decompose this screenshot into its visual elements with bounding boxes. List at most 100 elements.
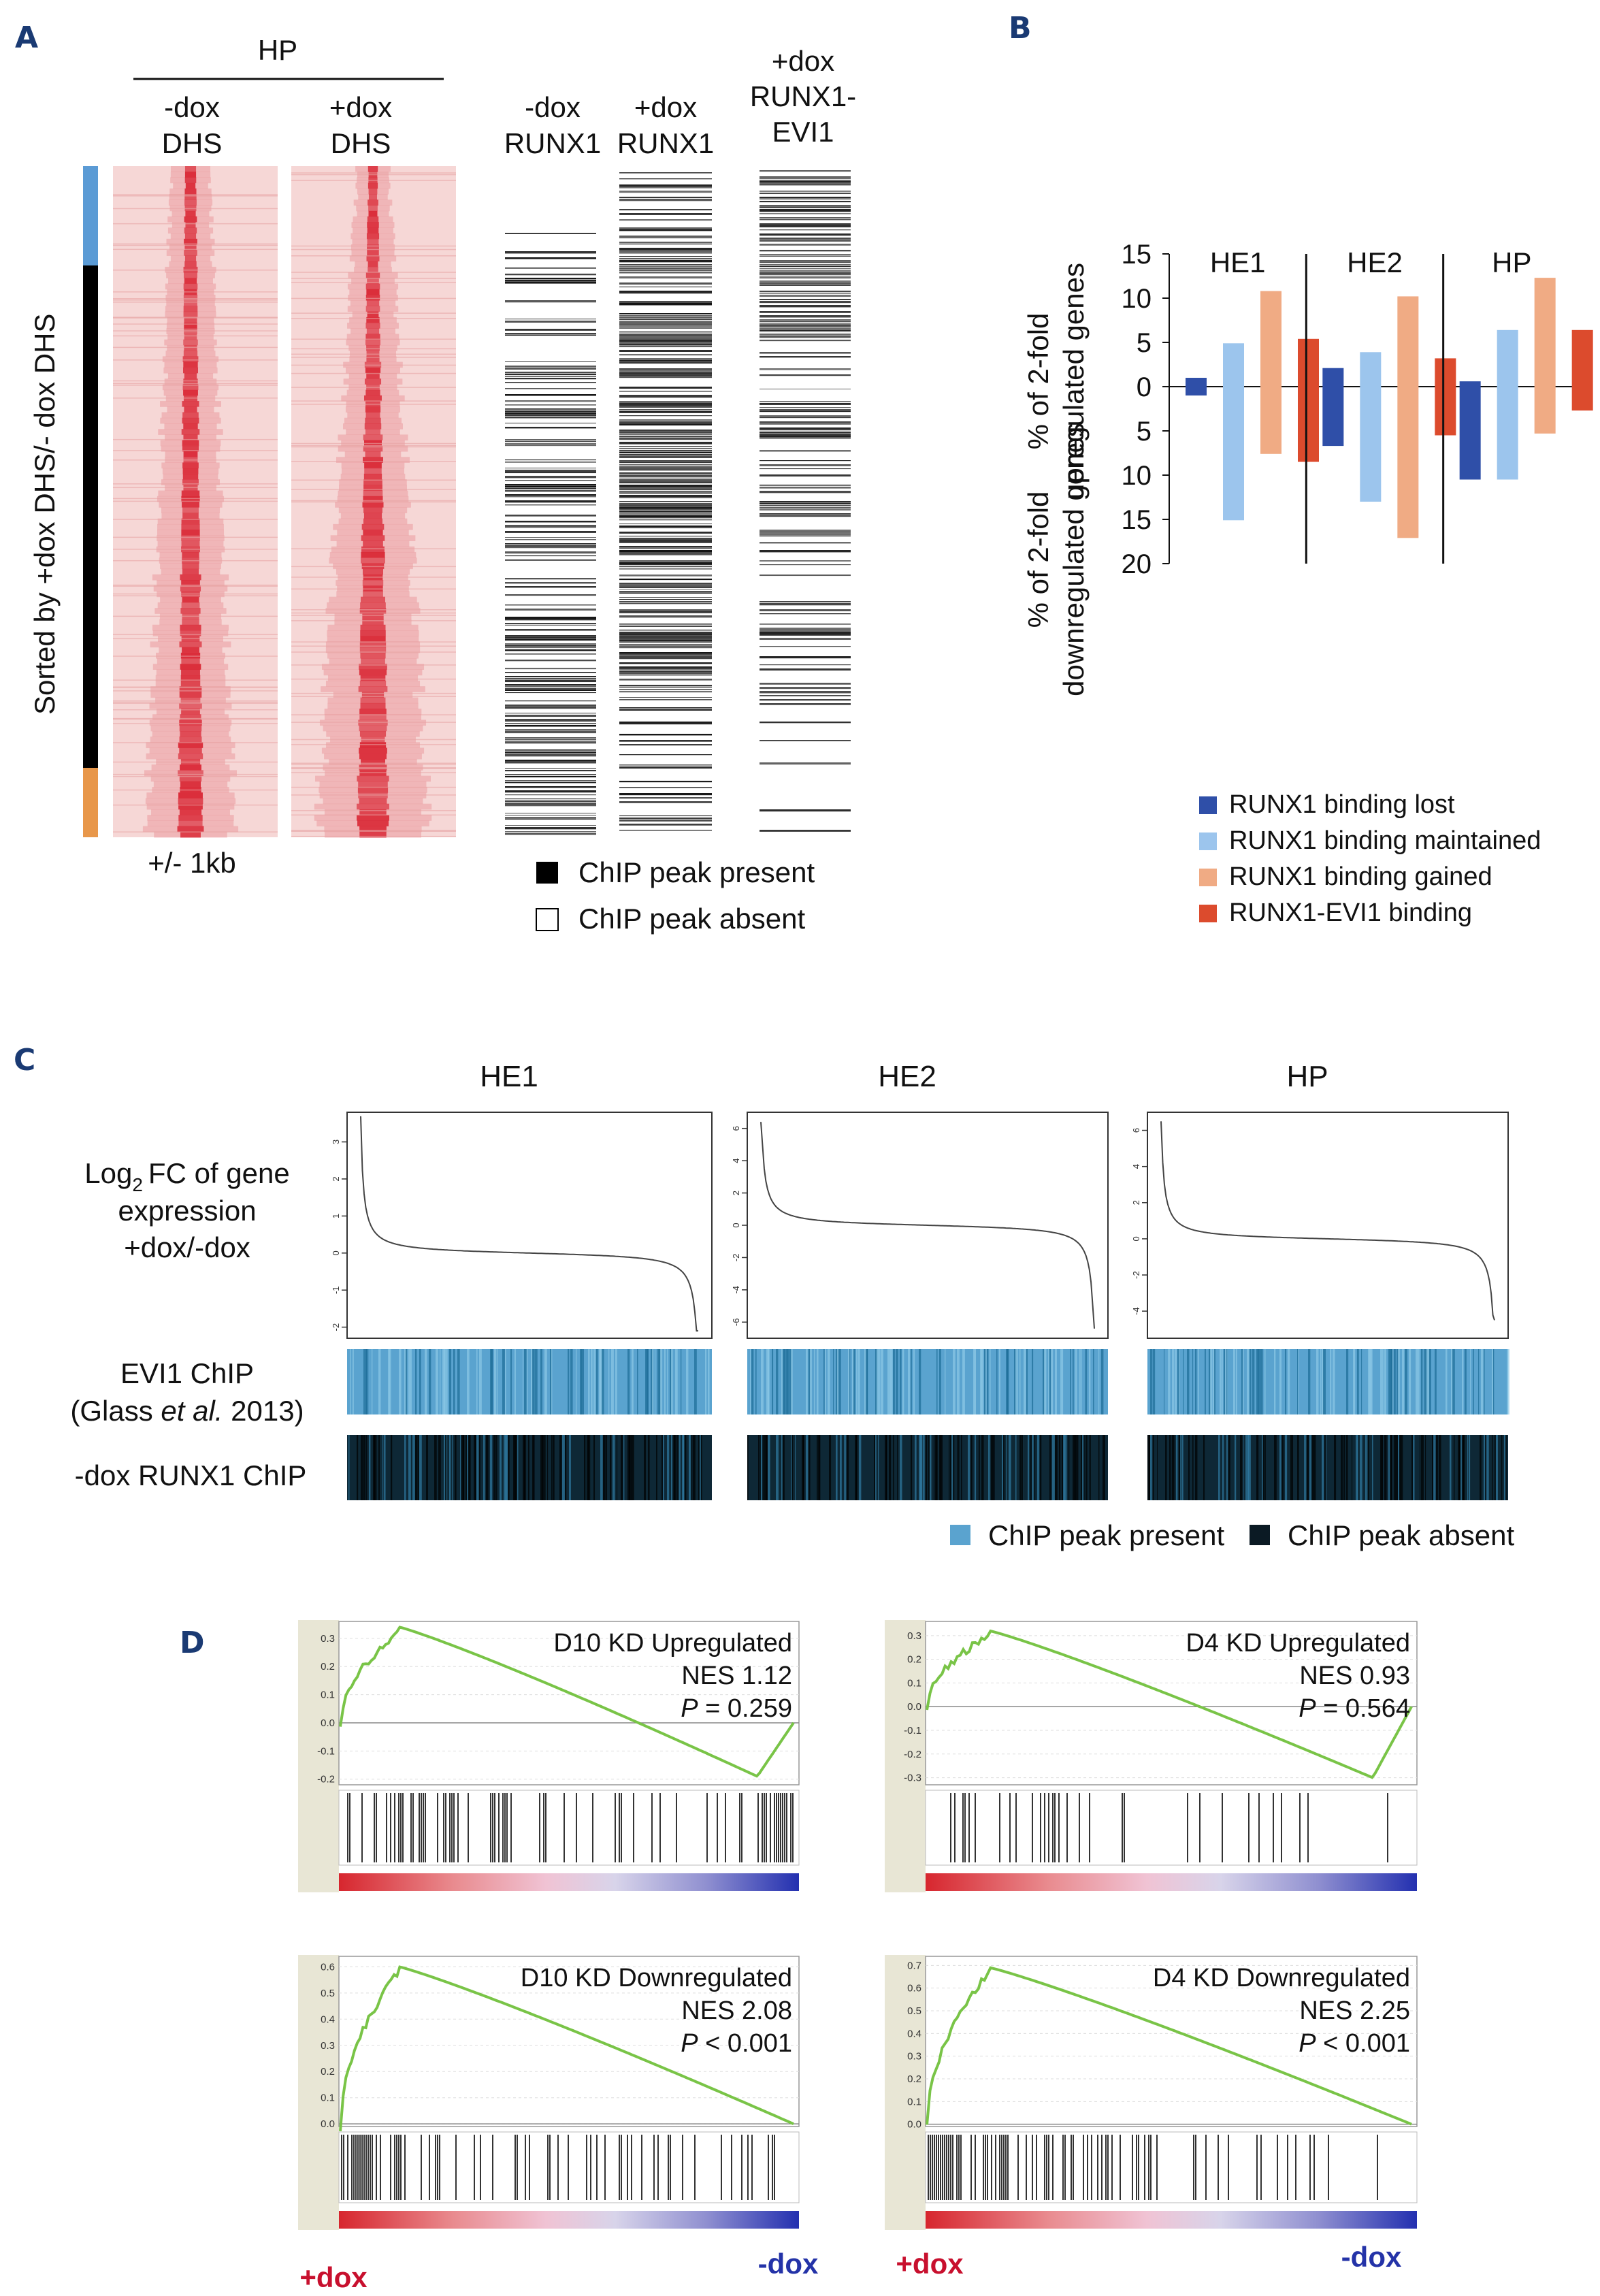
chip-peak-line — [619, 632, 712, 634]
chip-peak-line — [619, 679, 712, 681]
chip-peak-line — [619, 538, 712, 540]
heatmap-core — [365, 412, 380, 419]
c-track-line — [494, 1349, 497, 1414]
heatmap-core — [184, 278, 197, 285]
chip-peak-line — [619, 491, 712, 493]
heatmap-streak — [291, 678, 456, 680]
heatmap-streak — [291, 387, 456, 388]
c-track-line — [908, 1349, 911, 1414]
c-track-line — [1330, 1349, 1332, 1414]
c-track-line — [632, 1349, 634, 1414]
c-track-line — [1391, 1435, 1392, 1500]
chip-peak-line — [760, 515, 851, 517]
chip-peak-line — [760, 417, 851, 419]
chip-peak-line — [505, 819, 596, 820]
chip-peak-line — [760, 513, 851, 515]
chip-peak-line — [760, 421, 851, 423]
c-track-line — [776, 1349, 779, 1414]
heatmap-streak — [291, 767, 456, 769]
c-track-line — [449, 1349, 452, 1414]
c-track-line — [1262, 1435, 1263, 1500]
chip-peak-line — [619, 566, 712, 568]
chip-peak-line — [505, 490, 596, 492]
heatmap-streak — [291, 548, 456, 549]
heatmap-core — [182, 401, 199, 407]
c-track-line — [892, 1349, 893, 1414]
chip-peak-line — [619, 820, 712, 822]
heatmap-core — [180, 624, 201, 631]
c-track-line — [1467, 1435, 1469, 1500]
heatmap-core — [178, 798, 203, 805]
b-legend-swatch — [1199, 796, 1217, 814]
c-track-line — [1089, 1435, 1090, 1500]
c-track-line — [1380, 1435, 1383, 1500]
chip-peak-line — [619, 575, 712, 577]
chip-peak-line — [619, 442, 712, 444]
c-row-log2-line1: Log2 FC of gene — [84, 1157, 289, 1195]
c-track-line — [648, 1349, 649, 1414]
c-track-line — [992, 1435, 995, 1500]
side-bar-top — [83, 166, 98, 265]
c-track-line — [1015, 1435, 1017, 1500]
chip-peak-line — [760, 280, 851, 282]
heatmap-core — [182, 473, 199, 480]
c-track-line — [693, 1435, 696, 1500]
c-track-line — [1177, 1349, 1180, 1414]
c-track-line — [1307, 1435, 1309, 1500]
c-track-line — [1003, 1435, 1005, 1500]
heatmap-core — [179, 692, 202, 698]
c-track-line — [1341, 1435, 1343, 1500]
c-track-line — [984, 1349, 987, 1414]
chip-peak-line — [505, 378, 596, 380]
heatmap-streak — [113, 483, 278, 485]
chip-peak-line — [505, 637, 596, 639]
c-track-line — [776, 1435, 779, 1500]
heatmap-core — [181, 523, 200, 530]
c-track-line — [1210, 1349, 1213, 1414]
chip-peak-line — [619, 419, 712, 421]
c-track-line — [644, 1435, 647, 1500]
c-track-line — [902, 1349, 904, 1414]
chip-peak-line — [619, 391, 712, 392]
c-track-line — [885, 1435, 887, 1500]
chip-peak-line — [505, 751, 596, 754]
heatmap-streak — [291, 180, 456, 181]
d-right-label-1: -dox — [758, 2248, 819, 2280]
chip-peak-line — [619, 764, 712, 766]
chip-peak-line — [760, 691, 851, 694]
c-tick-label: 3 — [331, 1139, 341, 1144]
c-track-line — [1153, 1349, 1156, 1414]
chip-peak-line — [619, 325, 712, 327]
heatmap-streak — [291, 810, 456, 811]
chip-peak-line — [760, 170, 851, 172]
chip-peak-line — [760, 664, 851, 666]
c-tick-label: 2 — [1131, 1200, 1141, 1205]
c-track-line — [1320, 1349, 1322, 1414]
chip-peak-line — [760, 244, 851, 246]
chip-peak-line — [619, 707, 712, 709]
chip-peak-line — [619, 797, 712, 799]
heatmap-streak — [291, 400, 456, 402]
c-track-line — [828, 1349, 830, 1414]
c-track-line — [1026, 1349, 1028, 1414]
b-legend-label: RUNX1 binding lost — [1229, 790, 1455, 819]
heatmap-core — [359, 753, 387, 760]
heatmap-core — [358, 686, 388, 692]
chip-peak-line — [505, 394, 596, 396]
c-track-line — [540, 1349, 542, 1414]
c-track-line — [1077, 1435, 1079, 1500]
chip-peak-line — [760, 632, 851, 634]
heatmap-core — [359, 831, 387, 838]
c-track-line — [408, 1435, 411, 1500]
c-track-line — [1032, 1435, 1034, 1500]
d-p-number: < 0.001 — [1316, 2029, 1410, 2058]
c-track-line — [494, 1435, 495, 1500]
c-track-line — [373, 1435, 376, 1500]
heatmap-streak — [113, 560, 278, 562]
c-track-line — [874, 1435, 876, 1500]
c-track-line — [559, 1435, 562, 1500]
chip-peak-line — [619, 446, 712, 447]
chip-peak-line — [619, 268, 712, 270]
heatmap-core — [183, 339, 198, 346]
c-track-line — [659, 1349, 662, 1414]
